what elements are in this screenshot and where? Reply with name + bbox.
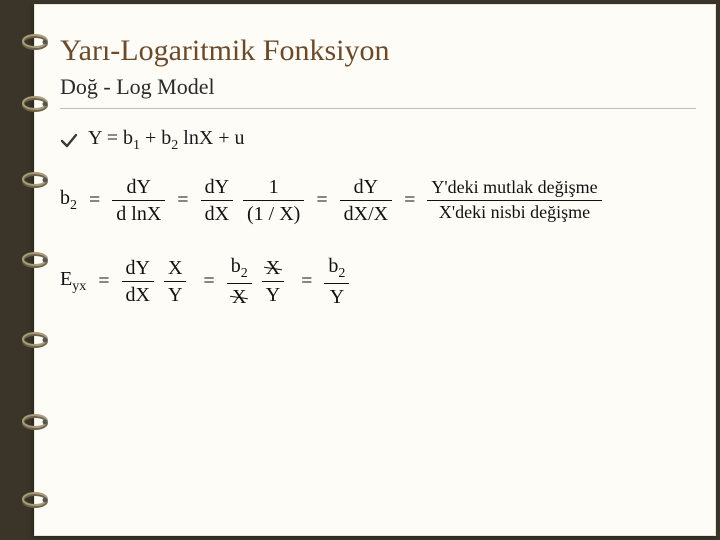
b2-frac2: dY dX 1 (1 / X) xyxy=(201,176,305,225)
b2-sub: 2 xyxy=(70,198,77,213)
eyx-lhs: Eyx xyxy=(60,268,86,295)
b-sub: 2 xyxy=(338,266,345,281)
equals-sign: = xyxy=(175,189,190,212)
elasticity-derivation: Eyx = dY dX X Y = b2 xyxy=(60,255,696,308)
b2-frac4: Y'deki mutlak değişme X'deki nisbi değiş… xyxy=(427,178,601,223)
frac-num: X xyxy=(262,257,284,279)
frac-den: d lnX xyxy=(112,203,165,225)
frac-den: Y xyxy=(326,286,348,308)
eyx-term2: b2 X X Y xyxy=(227,255,284,308)
frac-num: dY xyxy=(201,176,233,198)
spiral-binding xyxy=(20,0,50,540)
equals-sign: = xyxy=(402,189,417,212)
frac-num: dY xyxy=(122,257,154,279)
cancelled-x-icon: X xyxy=(266,257,280,279)
equals-sign: = xyxy=(314,189,329,212)
spiral-ring-icon xyxy=(20,412,48,430)
equals-sign: = xyxy=(87,189,102,212)
b2-derivation: b2 = dY d lnX = dY dX 1 (1 / X) xyxy=(60,176,696,225)
slide-title: Yarı-Logaritmik Fonksiyon xyxy=(60,34,696,68)
equals-sign: = xyxy=(294,270,314,293)
b2-lhs: b2 xyxy=(60,187,77,214)
check-icon xyxy=(60,132,78,150)
slide-content: Yarı-Logaritmik Fonksiyon Doğ - Log Mode… xyxy=(60,34,696,318)
eyx-term1: dY dX X Y xyxy=(122,257,187,306)
frac-den: X'deki nisbi değişme xyxy=(435,203,594,223)
model-equation: Y = b1 + b2 lnX + u xyxy=(88,127,245,154)
b-sym: b xyxy=(231,255,241,277)
horizontal-rule xyxy=(60,108,696,109)
equals-sign: = xyxy=(96,270,111,293)
eyx-sub: yx xyxy=(72,279,86,294)
frac-num: dY xyxy=(350,176,382,198)
eq-part: lnX + u xyxy=(178,127,244,149)
b2-frac3: dY dX/X xyxy=(340,176,392,225)
frac-num: 1 xyxy=(265,176,283,198)
frac-num: b2 xyxy=(324,255,349,281)
spiral-ring-icon xyxy=(20,490,48,508)
frac-num: Y'deki mutlak değişme xyxy=(427,178,601,198)
frac-num: dY xyxy=(123,176,155,198)
spiral-ring-icon xyxy=(20,170,48,188)
equation-row: Y = b1 + b2 lnX + u xyxy=(60,127,696,154)
spiral-ring-icon xyxy=(20,32,48,50)
eyx-term3: b2 Y xyxy=(324,255,349,308)
b2-sym: b xyxy=(60,187,70,209)
frac-den: Y xyxy=(262,284,284,306)
frac-den: dX xyxy=(122,284,154,306)
frac-den: dX/X xyxy=(340,203,392,225)
b2-frac1: dY d lnX xyxy=(112,176,165,225)
spiral-ring-icon xyxy=(20,330,48,348)
frac-den: dX xyxy=(201,203,233,225)
frac-den: X xyxy=(228,286,250,308)
b-sub: 2 xyxy=(241,266,248,281)
spiral-ring-icon xyxy=(20,94,48,112)
frac-num: X xyxy=(164,257,186,279)
spiral-ring-icon xyxy=(20,250,48,268)
eq-sub1: 1 xyxy=(133,138,140,153)
eq-part: + b xyxy=(140,127,171,149)
slide-subtitle: Doğ - Log Model xyxy=(60,74,696,100)
frac-den: (1 / X) xyxy=(243,203,304,225)
frac-den: Y xyxy=(164,284,186,306)
eyx-sym: E xyxy=(60,268,72,290)
equals-sign: = xyxy=(196,270,216,293)
cancelled-x-icon: X xyxy=(232,286,246,308)
b-sym: b xyxy=(328,255,338,277)
frac-num: b2 xyxy=(227,255,252,281)
eq-part: Y = b xyxy=(88,127,133,149)
